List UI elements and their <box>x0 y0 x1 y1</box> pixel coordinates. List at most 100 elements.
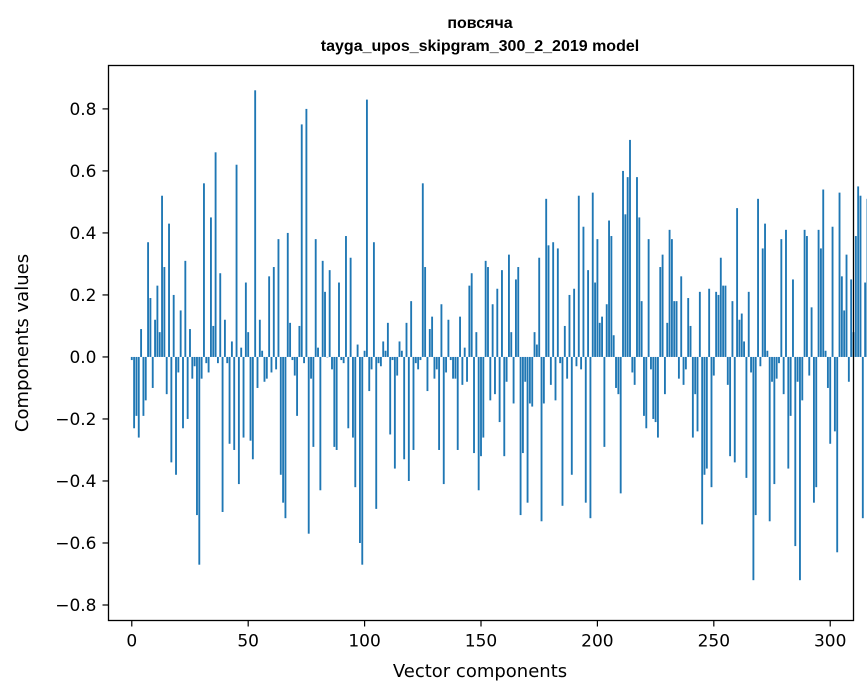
bar-292 <box>810 307 813 357</box>
bar-40 <box>223 319 226 357</box>
bar-54 <box>256 356 259 388</box>
plot-frame <box>107 64 855 622</box>
bar-98 <box>359 356 361 543</box>
bar-5 <box>142 356 145 416</box>
bar-300 <box>829 356 832 444</box>
bar-265 <box>747 291 750 357</box>
bar-210 <box>619 356 622 494</box>
bar-58 <box>265 356 268 379</box>
bar-67 <box>286 232 289 357</box>
bar-55 <box>258 319 261 357</box>
bar-277 <box>775 356 778 379</box>
bar-23 <box>184 260 187 357</box>
bar-126 <box>424 267 427 357</box>
bar-4 <box>140 329 143 357</box>
y-tick-label: 0.8 <box>69 100 96 120</box>
bar-202 <box>601 316 603 357</box>
bar-306 <box>843 310 846 357</box>
bar-108 <box>382 341 385 357</box>
bar-194 <box>582 226 585 357</box>
bar-82 <box>321 260 324 357</box>
bar-18 <box>172 294 175 357</box>
bar-160 <box>503 356 506 457</box>
bar-50 <box>247 332 250 357</box>
bar-175 <box>538 257 541 357</box>
bar-287 <box>799 356 801 581</box>
bar-143 <box>463 347 466 357</box>
bar-307 <box>845 254 848 357</box>
bar-214 <box>629 139 631 357</box>
bar-291 <box>808 356 811 376</box>
bar-158 <box>498 356 501 423</box>
y-tick-label: −0.6 <box>55 534 96 554</box>
bar-147 <box>473 356 475 454</box>
bar-133 <box>440 304 443 357</box>
bar-308 <box>847 356 850 382</box>
bar-217 <box>636 177 638 357</box>
bar-215 <box>631 356 634 373</box>
bar-53 <box>254 90 257 357</box>
bar-46 <box>237 356 240 485</box>
bar-303 <box>836 356 839 553</box>
bar-81 <box>319 356 322 491</box>
bar-301 <box>831 226 834 357</box>
bar-109 <box>384 350 387 357</box>
bar-154 <box>489 356 492 401</box>
bar-129 <box>431 316 434 357</box>
bar-75 <box>305 108 308 357</box>
bar-130 <box>433 356 436 379</box>
bar-183 <box>556 248 559 357</box>
bar-62 <box>275 356 278 370</box>
y-tick-label: 0.2 <box>69 286 96 306</box>
chart-title: повсяча <box>447 15 512 32</box>
bar-11 <box>156 285 159 357</box>
bar-16 <box>168 223 170 357</box>
bar-187 <box>566 356 569 379</box>
bar-151 <box>482 356 485 438</box>
bar-280 <box>782 356 785 395</box>
bar-30 <box>200 356 203 379</box>
y-tick-label: −0.8 <box>55 596 96 616</box>
bar-167 <box>519 356 522 516</box>
bar-97 <box>356 344 359 357</box>
bar-228 <box>661 254 664 357</box>
bar-282 <box>787 356 790 469</box>
bar-38 <box>219 273 222 357</box>
bar-49 <box>244 282 247 357</box>
bar-48 <box>242 356 245 438</box>
bar-64 <box>279 356 282 475</box>
bar-252 <box>717 294 720 357</box>
bar-274 <box>768 356 771 522</box>
bar-254 <box>722 285 725 357</box>
bar-226 <box>657 356 659 438</box>
bar-169 <box>524 356 527 382</box>
bar-264 <box>745 356 748 478</box>
bar-14 <box>163 267 166 357</box>
bar-236 <box>680 276 683 357</box>
bar-25 <box>189 329 191 357</box>
bar-232 <box>670 239 673 357</box>
bar-150 <box>480 356 482 457</box>
bar-60 <box>270 356 273 373</box>
bar-31 <box>203 183 205 357</box>
bar-71 <box>296 356 299 416</box>
bar-304 <box>838 192 841 357</box>
bar-153 <box>487 267 489 357</box>
x-tick-label: 250 <box>698 632 730 652</box>
bar-127 <box>426 356 429 392</box>
bar-251 <box>715 291 718 357</box>
bar-90 <box>340 356 343 361</box>
bar-293 <box>812 356 815 503</box>
bar-96 <box>354 356 357 488</box>
bar-211 <box>622 170 624 357</box>
y-tick-label: 0.6 <box>69 162 96 182</box>
bar-63 <box>277 239 280 357</box>
bar-286 <box>796 356 799 382</box>
bar-159 <box>501 270 503 357</box>
bar-176 <box>540 356 543 522</box>
bar-224 <box>652 356 655 419</box>
bar-219 <box>640 301 643 357</box>
bar-186 <box>563 325 566 357</box>
bar-270 <box>759 356 762 367</box>
bar-45 <box>235 164 238 357</box>
